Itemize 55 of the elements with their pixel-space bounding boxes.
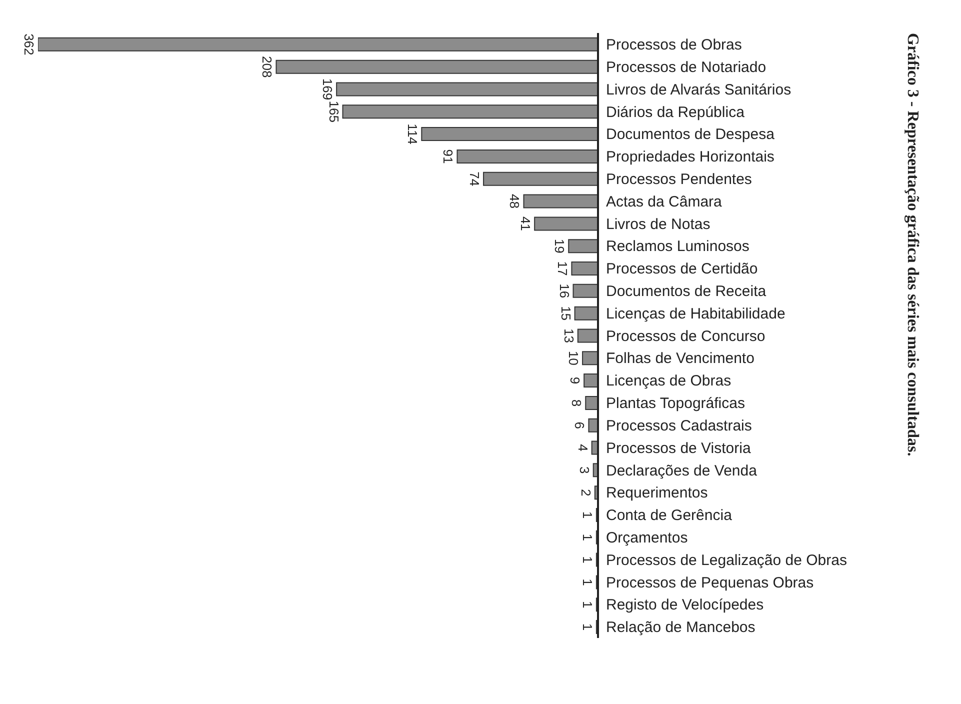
- data-label: 13: [561, 328, 576, 343]
- y-tick-label: Folhas de Vencimento: [606, 350, 754, 368]
- data-label: 1: [580, 511, 595, 519]
- data-label: 114: [405, 124, 420, 144]
- data-label: 208: [260, 56, 275, 78]
- y-tick-label: Processos de Notariado: [606, 58, 766, 76]
- data-label: 3: [576, 466, 592, 474]
- data-label: 10: [566, 350, 582, 366]
- data-label: 169: [320, 78, 336, 100]
- data-label: 165: [326, 100, 342, 123]
- data-label: 91: [440, 149, 456, 164]
- y-tick-label: Processos de Legalização de Obras: [606, 552, 847, 569]
- y-tick-label: Processos de Pequenas Obras: [606, 574, 814, 592]
- data-label: 15: [558, 306, 574, 321]
- text: Gráfico 3 - Representação gráfica das séries mais consultadas.: [903, 33, 921, 456]
- data-label: 19: [552, 238, 568, 254]
- y-tick-label: Licenças de Habitabilidade: [606, 305, 786, 322]
- y-tick-label: Plantas Topográficas: [606, 395, 745, 412]
- y-tick-label: Processos de Vistoria: [606, 440, 752, 457]
- data-label: 1: [580, 578, 595, 586]
- y-tick-label: Licenças de Obras: [606, 372, 732, 390]
- data-label: 2: [578, 488, 594, 496]
- y-tick-label: Documentos de Receita: [606, 283, 767, 300]
- data-label: 362: [22, 34, 36, 56]
- y-tick-label: Processos de Obras: [606, 36, 742, 54]
- data-label: 1: [580, 601, 595, 608]
- y-tick-label: Diários da República: [606, 104, 746, 121]
- y-tick-label: Processos de Certidão: [606, 260, 758, 278]
- data-label: 1: [580, 556, 595, 564]
- data-label: 1: [580, 623, 595, 631]
- data-label: 41: [518, 216, 534, 231]
- y-tick-label: Processos de Concurso: [606, 328, 766, 345]
- y-tick-label: Registo de Velocípedes: [606, 596, 764, 614]
- y-tick-label: Processos Cadastrais: [606, 417, 752, 434]
- y-tick-label: Conta de Gerência: [606, 507, 733, 524]
- data-label: 4: [575, 444, 590, 452]
- data-label: 1: [580, 534, 595, 542]
- y-tick-label: Documentos de Despesa: [606, 126, 776, 144]
- y-tick-label: Propriedades Horizontais: [606, 148, 774, 166]
- data-label: 48: [507, 194, 522, 209]
- data-label: 74: [467, 172, 482, 186]
- y-tick-label: Relação de Mancebos: [606, 619, 756, 636]
- data-label: 6: [572, 422, 588, 429]
- y-tick-label: Reclamos Luminosos: [606, 238, 750, 256]
- y-tick-label: Requerimentos: [606, 484, 708, 502]
- data-label: 9: [568, 376, 583, 384]
- data-label: 8: [569, 399, 584, 407]
- y-tick-label: Orçamentos: [606, 529, 688, 546]
- y-tick-label: Actas da Câmara: [606, 193, 723, 210]
- data-label: 17: [555, 261, 570, 276]
- y-tick-label: Processos Pendentes: [606, 170, 752, 188]
- y-tick-label: Declarações de Venda: [606, 462, 758, 480]
- y-tick-label: Livros de Notas: [606, 216, 710, 233]
- y-tick-label: Livros de Alvarás Sanitários: [606, 81, 792, 98]
- data-label: 16: [556, 284, 572, 298]
